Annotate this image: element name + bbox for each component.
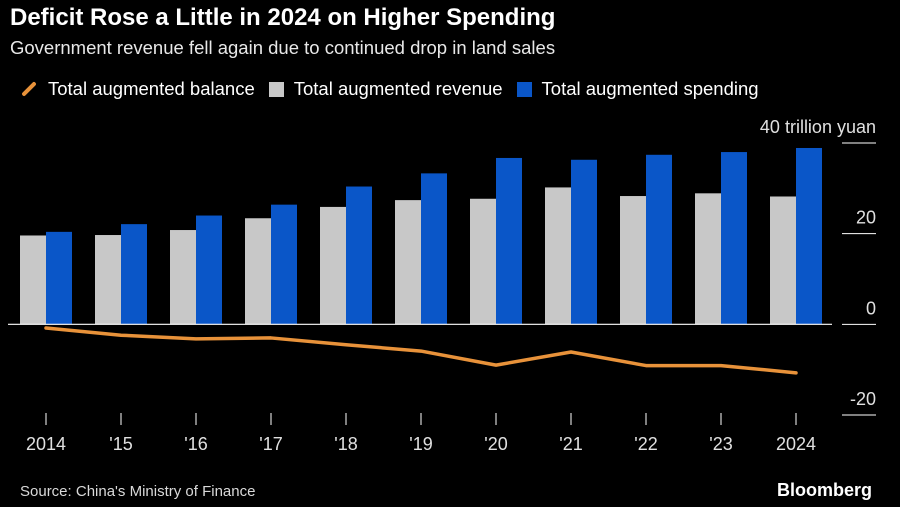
revenue-bar — [620, 196, 646, 325]
revenue-bar — [245, 218, 271, 325]
x-tick-label: '21 — [559, 434, 582, 454]
legend-label-spending: Total augmented spending — [541, 78, 759, 99]
legend-item-balance: Total augmented balance — [20, 78, 255, 100]
x-tick-label: '17 — [259, 434, 282, 454]
source-note: Source: China's Ministry of Finance — [20, 483, 256, 500]
spending-bar — [271, 204, 297, 325]
spending-bar — [421, 173, 447, 325]
x-tick-label: '20 — [484, 434, 507, 454]
legend: Total augmented balance Total augmented … — [20, 78, 773, 100]
spending-bar — [646, 154, 672, 325]
spending-bar — [346, 186, 372, 325]
legend-item-revenue: Total augmented revenue — [268, 78, 503, 100]
y-tick-label: 0 — [866, 298, 876, 318]
y-tick-label: 20 — [856, 208, 876, 228]
legend-label-balance: Total augmented balance — [48, 78, 255, 99]
x-tick-label: 2024 — [776, 434, 816, 454]
spending-bar — [721, 152, 747, 325]
revenue-bar — [470, 198, 496, 325]
spending-bar — [571, 159, 597, 325]
x-tick-label: '23 — [709, 434, 732, 454]
balance-line — [44, 326, 798, 375]
spending-swatch — [516, 81, 532, 97]
x-tick-label: '19 — [409, 434, 432, 454]
revenue-bar — [20, 235, 46, 325]
revenue-bar — [770, 196, 796, 325]
revenue-swatch — [268, 81, 284, 97]
revenue-bar — [170, 230, 196, 325]
y-tick-label: -20 — [850, 389, 876, 409]
revenue-bar — [545, 187, 571, 325]
chart-subtitle: Government revenue fell again due to con… — [10, 37, 556, 58]
legend-item-spending: Total augmented spending — [516, 78, 759, 100]
spending-bar — [46, 231, 72, 325]
x-tick-label: '16 — [184, 434, 207, 454]
spending-bar — [121, 224, 147, 325]
spending-bar — [796, 147, 822, 325]
chart-title: Deficit Rose a Little in 2024 on Higher … — [10, 4, 556, 31]
x-tick-label: 2014 — [26, 434, 66, 454]
x-tick-label: '22 — [634, 434, 657, 454]
spending-bar — [196, 215, 222, 325]
revenue-bar — [320, 206, 346, 325]
spending-bar — [496, 157, 522, 325]
x-tick-label: '15 — [109, 434, 132, 454]
legend-label-revenue: Total augmented revenue — [293, 78, 503, 99]
y-tick-label: 40 trillion yuan — [760, 117, 876, 137]
revenue-bar — [395, 200, 421, 325]
bloomberg-logo: Bloomberg — [776, 480, 872, 500]
revenue-bar — [95, 235, 121, 325]
revenue-bar — [695, 193, 721, 325]
x-tick-label: '18 — [334, 434, 357, 454]
